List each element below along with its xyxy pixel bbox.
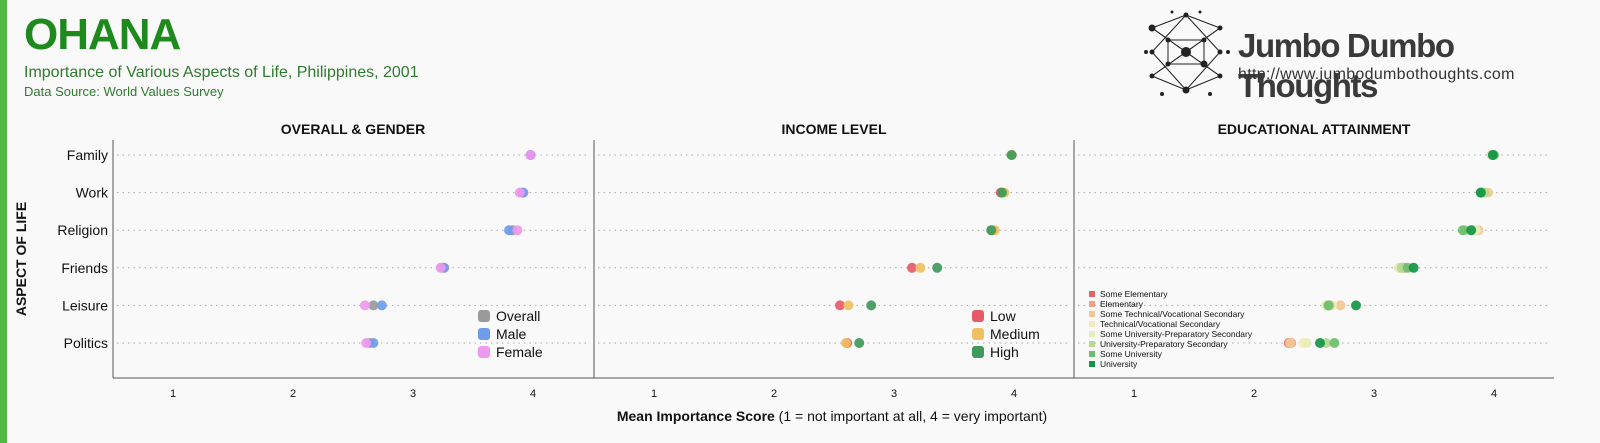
panel-title: INCOME LEVEL bbox=[781, 121, 886, 137]
x-axis-label-bold: Mean Importance Score bbox=[617, 408, 775, 424]
data-point bbox=[835, 300, 845, 311]
data-point bbox=[1285, 338, 1295, 348]
legend-label: Some Technical/Vocational Secondary bbox=[1100, 309, 1245, 319]
legend-swatch bbox=[1089, 351, 1095, 357]
legend-label: Medium bbox=[990, 326, 1040, 342]
data-point bbox=[360, 300, 370, 311]
category-label: Work bbox=[76, 185, 109, 201]
legend-swatch bbox=[1089, 311, 1095, 317]
category-label: Friends bbox=[61, 260, 108, 276]
data-point bbox=[504, 225, 514, 236]
data-point bbox=[435, 262, 446, 273]
x-tick-label: 2 bbox=[290, 388, 296, 400]
data-point bbox=[907, 262, 917, 273]
x-tick-label: 4 bbox=[530, 388, 536, 400]
data-point bbox=[368, 300, 379, 311]
data-point bbox=[1457, 225, 1468, 236]
brand-name: Jumbo Dumbo Thoughts bbox=[1238, 27, 1455, 104]
data-point bbox=[915, 262, 926, 273]
data-point bbox=[368, 338, 379, 348]
data-point bbox=[1487, 150, 1498, 160]
category-label: Family bbox=[67, 147, 108, 163]
y-axis-label: ASPECT OF LIFE bbox=[13, 202, 29, 316]
data-point bbox=[514, 187, 525, 198]
data-point bbox=[1335, 300, 1346, 311]
data-point bbox=[932, 262, 943, 273]
legend-label: Elementary bbox=[1100, 299, 1144, 309]
x-tick-label: 3 bbox=[410, 388, 416, 400]
x-axis-label: Mean Importance Score (1 = not important… bbox=[617, 408, 1047, 424]
legend-label: Low bbox=[990, 308, 1017, 324]
panel-title: EDUCATIONAL ATTAINMENT bbox=[1218, 121, 1411, 137]
data-point bbox=[1408, 262, 1419, 273]
legend-label: Male bbox=[496, 326, 527, 342]
legend-swatch bbox=[1089, 301, 1095, 307]
category-label: Politics bbox=[64, 335, 108, 351]
x-axis-label-note: (1 = not important at all, 4 = very impo… bbox=[775, 408, 1047, 424]
data-point bbox=[1301, 338, 1312, 348]
legend-swatch bbox=[478, 310, 490, 322]
legend-swatch bbox=[972, 310, 984, 322]
data-point bbox=[854, 338, 865, 348]
data-point bbox=[1323, 300, 1334, 311]
network-logo-icon bbox=[1144, 10, 1230, 96]
data-point bbox=[376, 300, 387, 311]
category-label: Leisure bbox=[62, 297, 108, 313]
legend-label: University-Preparatory Secondary bbox=[1100, 339, 1228, 349]
category-label: Religion bbox=[57, 222, 108, 238]
x-tick-label: 2 bbox=[1251, 388, 1257, 400]
x-tick-label: 3 bbox=[1371, 388, 1377, 400]
data-point bbox=[843, 300, 854, 311]
data-point bbox=[1315, 338, 1325, 348]
page-title: OHANA bbox=[24, 10, 181, 59]
x-tick-label: 1 bbox=[1131, 388, 1137, 400]
legend-swatch bbox=[1089, 361, 1095, 367]
data-point bbox=[361, 338, 372, 348]
data-point bbox=[1329, 338, 1340, 348]
x-tick-label: 1 bbox=[170, 388, 176, 400]
legend-label: High bbox=[990, 344, 1019, 360]
legend-label: Overall bbox=[496, 308, 540, 324]
brand-url: http://www.jumbodumbothoughts.com bbox=[1238, 66, 1515, 83]
legend-label: University bbox=[1100, 359, 1138, 369]
legend-label: Some University bbox=[1100, 349, 1163, 359]
legend-label: Some University-Preparatory Secondary bbox=[1100, 329, 1253, 339]
legend-swatch bbox=[478, 328, 490, 340]
legend-label: Some Elementary bbox=[1100, 289, 1168, 299]
x-tick-label: 1 bbox=[651, 388, 657, 400]
data-point bbox=[1006, 150, 1017, 160]
legend-label: Female bbox=[496, 344, 543, 360]
legend-swatch bbox=[1089, 291, 1095, 297]
data-point bbox=[866, 300, 877, 311]
legend-swatch bbox=[1089, 321, 1095, 327]
legend-swatch bbox=[972, 346, 984, 358]
data-point bbox=[997, 187, 1007, 198]
panel-title: OVERALL & GENDER bbox=[281, 121, 425, 137]
accent-bar bbox=[0, 0, 7, 443]
legend-swatch bbox=[972, 328, 984, 340]
data-point bbox=[1351, 300, 1361, 311]
data-source: Data Source: World Values Survey bbox=[24, 84, 224, 99]
data-point bbox=[1475, 187, 1486, 198]
data-point bbox=[525, 150, 536, 160]
x-tick-label: 4 bbox=[1491, 388, 1497, 400]
data-point bbox=[512, 225, 523, 236]
legend-swatch bbox=[478, 346, 490, 358]
data-point bbox=[841, 338, 851, 348]
data-point bbox=[986, 225, 997, 236]
x-tick-label: 4 bbox=[1011, 388, 1017, 400]
data-point bbox=[1466, 225, 1477, 236]
legend-swatch bbox=[1089, 341, 1095, 347]
legend-swatch bbox=[1089, 331, 1095, 337]
chart-subtitle: Importance of Various Aspects of Life, P… bbox=[24, 64, 419, 81]
x-tick-label: 3 bbox=[891, 388, 897, 400]
legend-label: Technical/Vocational Secondary bbox=[1100, 319, 1221, 329]
x-tick-label: 2 bbox=[771, 388, 777, 400]
